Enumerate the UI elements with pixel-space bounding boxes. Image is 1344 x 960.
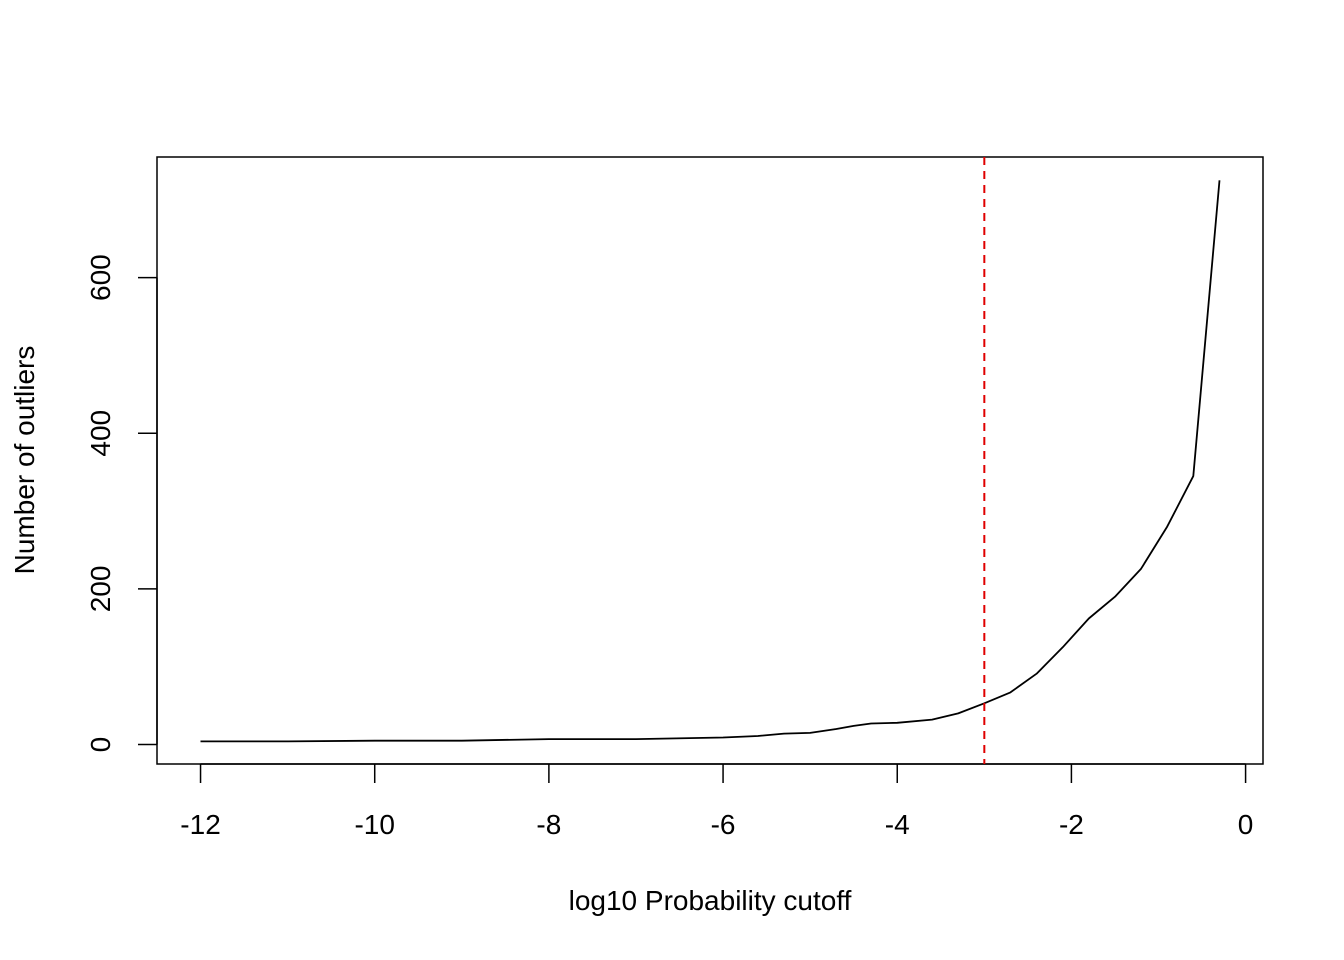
y-tick-label: 200: [85, 566, 116, 613]
y-tick-label: 0: [85, 737, 116, 753]
y-tick-label: 600: [85, 254, 116, 301]
x-tick-label: -4: [885, 809, 910, 840]
x-axis: -12 -10 -8 -6 -4 -2 0: [180, 763, 1254, 840]
y-tick-label: 400: [85, 410, 116, 457]
x-tick-label: 0: [1238, 809, 1254, 840]
series-line: [200, 180, 1221, 743]
x-tick-label: -10: [354, 809, 394, 840]
plot-frame: [156, 156, 1264, 765]
series-layer: [200, 180, 1221, 743]
x-axis-title: log10 Probability cutoff: [569, 885, 852, 916]
y-axis: 0 200 400 600: [85, 254, 158, 753]
x-tick-label: -6: [711, 809, 736, 840]
x-tick-label: -8: [536, 809, 561, 840]
x-tick-label: -12: [180, 809, 220, 840]
y-axis-title: Number of outliers: [9, 346, 40, 575]
x-tick-label: -2: [1059, 809, 1084, 840]
